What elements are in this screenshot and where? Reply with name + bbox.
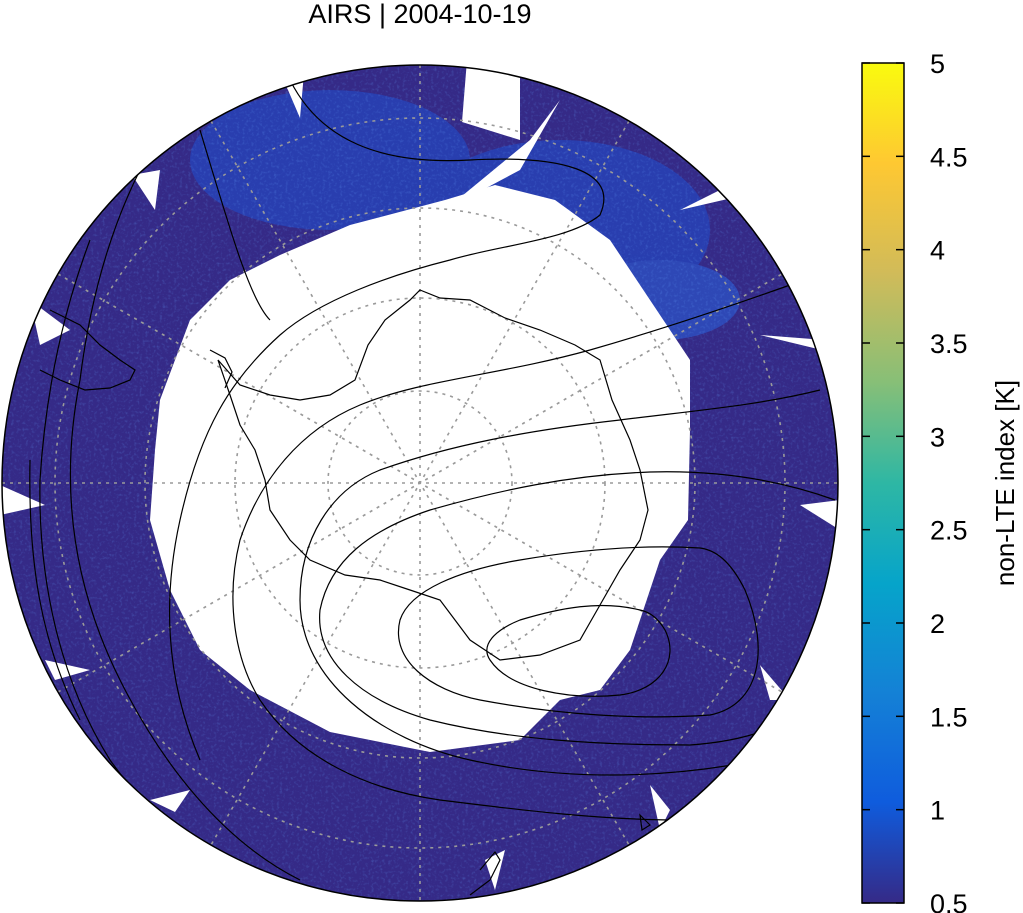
plot-title: AIRS | 2004-10-19 — [308, 0, 532, 29]
colorbar-tick-label: 2 — [930, 609, 945, 639]
colorbar-ticks: 5 4.5 4 3.5 3 2.5 2 1.5 1 0.5 — [862, 49, 968, 913]
graticule — [2, 65, 838, 901]
colorbar-tick-label: 1 — [930, 796, 945, 826]
colorbar-tick-label: 2.5 — [930, 516, 968, 546]
polar-map — [1, 64, 839, 902]
contour-lines — [29, 79, 836, 891]
colorbar-tick-label: 3.5 — [930, 329, 968, 359]
colorbar-tick-label: 0.5 — [930, 889, 968, 913]
colorbar-tick-label: 4.5 — [930, 142, 968, 172]
globe-outline — [1, 64, 839, 902]
colorbar-tick-label: 5 — [930, 49, 945, 79]
colorbar-tick-label: 1.5 — [930, 702, 968, 732]
colorbar-tick-label: 4 — [930, 236, 945, 266]
colorbar-tick-label: 3 — [930, 422, 945, 452]
coastlines — [39, 289, 651, 896]
colorbar-gradient — [861, 62, 905, 904]
colorbar-label: non-LTE index [K] — [990, 380, 1020, 586]
